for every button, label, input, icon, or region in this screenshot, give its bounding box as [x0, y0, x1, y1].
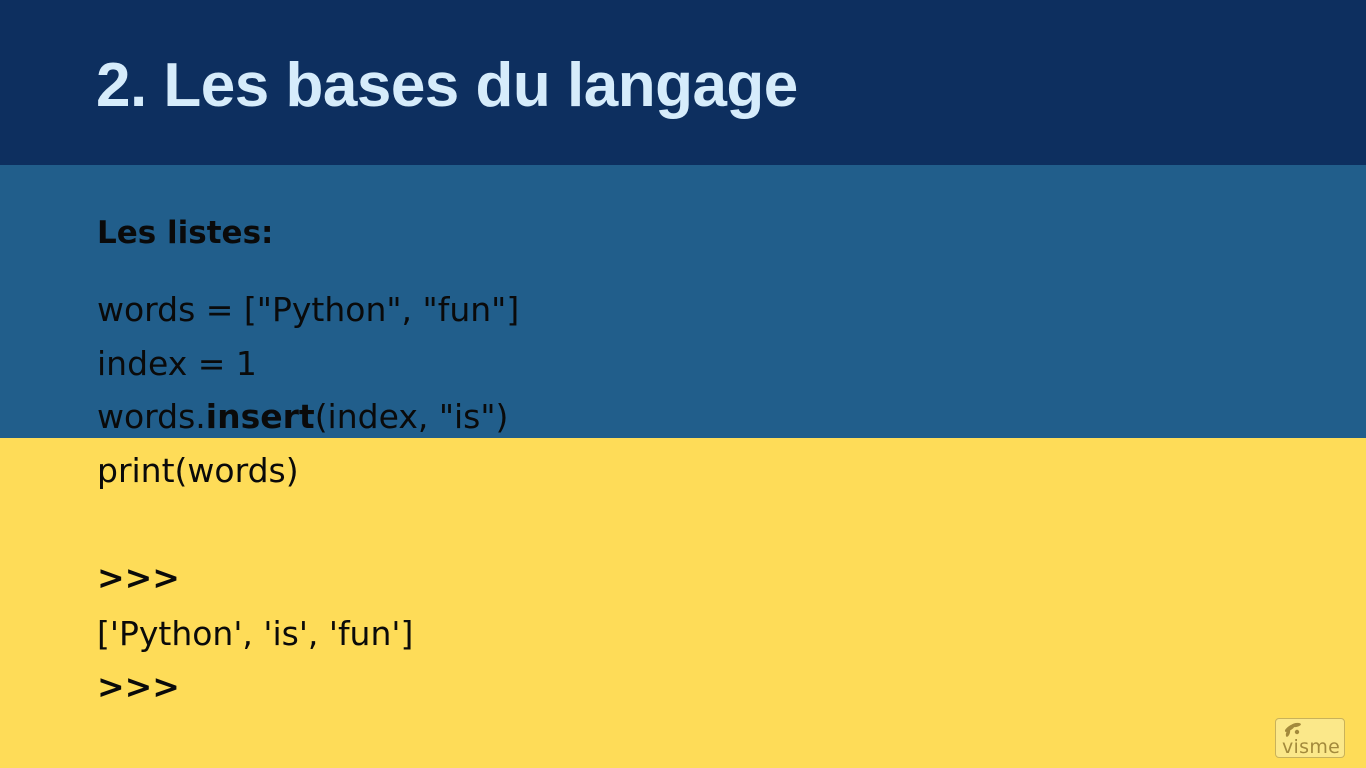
code-line-list-definition: words = ["Python", "fun"] — [97, 290, 520, 329]
code-line-insert-call: words.insert(index, "is") — [97, 397, 508, 437]
code-insert-args: (index, "is") — [314, 397, 509, 436]
visme-logo[interactable]: visme — [1275, 718, 1345, 758]
code-insert-method: insert — [205, 397, 315, 436]
header-band — [0, 0, 1366, 165]
code-insert-prefix: words. — [97, 397, 206, 436]
code-line-index-assignment: index = 1 — [97, 344, 257, 383]
slide-title: 2. Les bases du langage — [96, 51, 798, 120]
code-line-print-call: print(words) — [97, 451, 299, 490]
console-output: ['Python', 'is', 'fun'] — [97, 614, 414, 653]
visme-logo-icon — [1284, 722, 1301, 737]
section-heading: Les listes: — [97, 215, 274, 251]
console-prompt-second: >>> — [97, 667, 180, 706]
middle-band — [0, 165, 1366, 438]
visme-logo-text: visme — [1282, 736, 1341, 758]
bottom-band — [0, 438, 1366, 768]
console-prompt-first: >>> — [97, 558, 180, 597]
